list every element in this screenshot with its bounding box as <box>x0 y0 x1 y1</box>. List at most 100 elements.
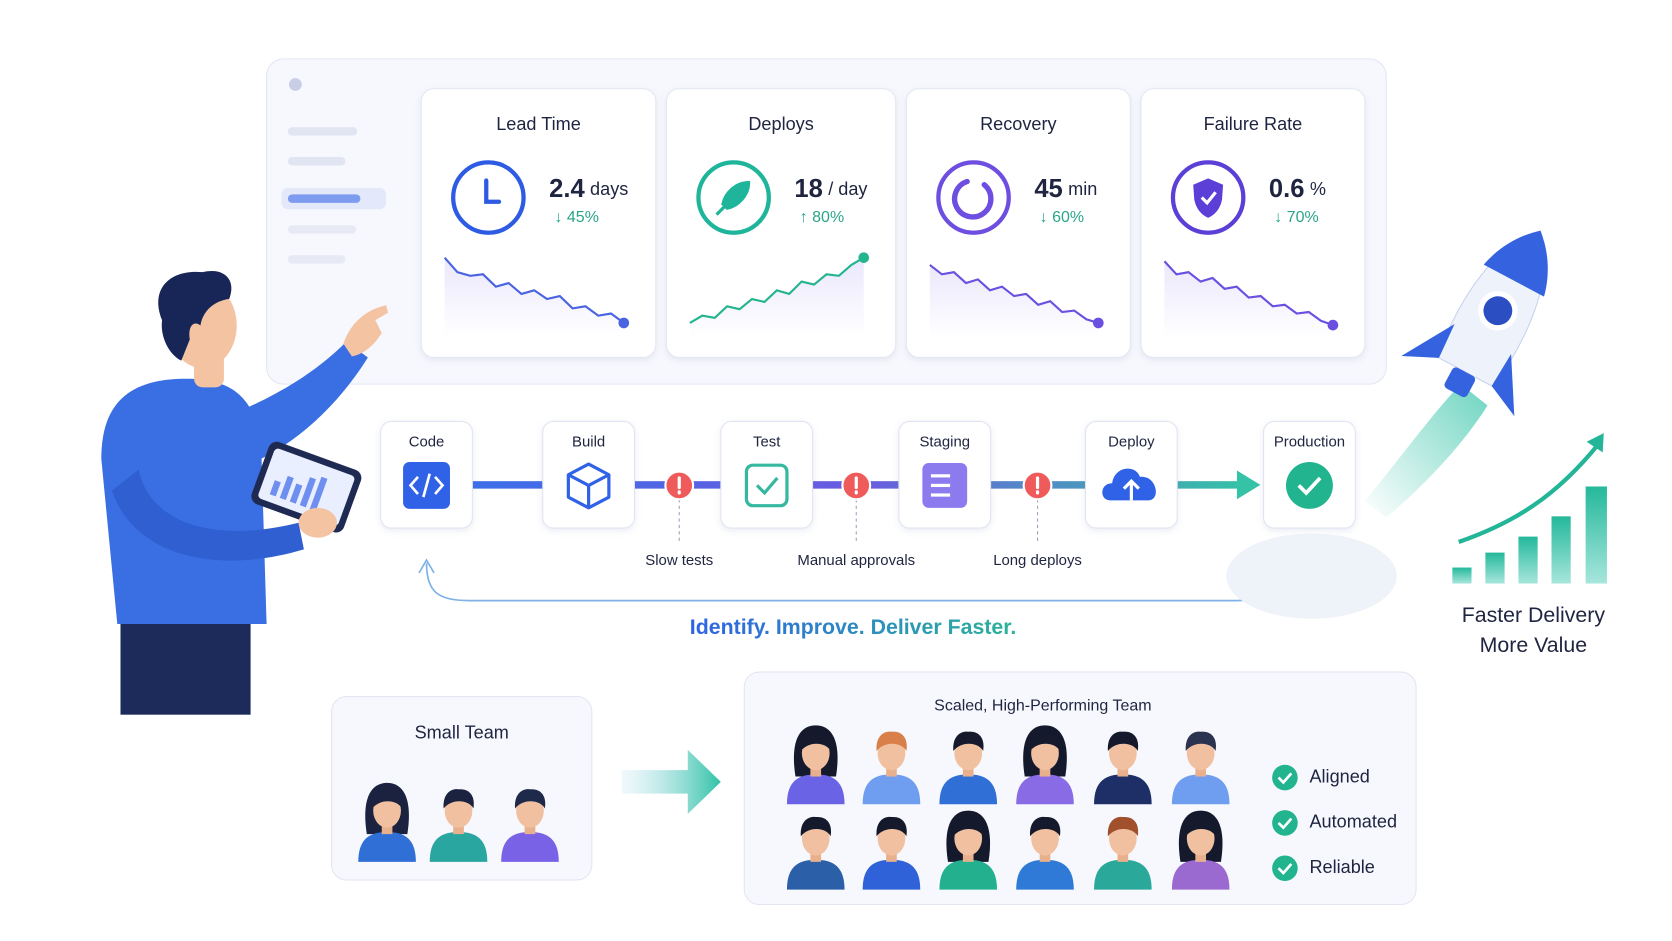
clock-hands <box>484 178 502 204</box>
avatar-hair <box>1185 731 1217 751</box>
sidebar <box>281 78 387 264</box>
metric-unit: % <box>1310 179 1326 199</box>
avatar-body <box>1094 859 1152 890</box>
trait-check-glyph <box>1277 817 1293 830</box>
trait-check <box>1272 764 1298 791</box>
growth-arrow <box>621 749 721 814</box>
cube-icon <box>566 462 611 510</box>
avatar-hair <box>514 789 546 809</box>
tagline: Identify. Improve. Deliver Faster. <box>690 615 1017 639</box>
trait-check-glyph <box>1277 863 1293 875</box>
avatar-hair <box>800 816 832 837</box>
stage-label: Production <box>1274 434 1345 451</box>
trait-label: Aligned <box>1309 766 1369 786</box>
sparkline <box>443 256 625 324</box>
metric-number: 18 <box>794 175 822 203</box>
avatar-body <box>1171 774 1230 805</box>
metric-unit: / day <box>828 179 868 199</box>
trait-check <box>1272 855 1298 882</box>
sparkline-end <box>858 252 870 263</box>
avatar-body <box>1094 774 1152 805</box>
avatar-body <box>786 774 845 805</box>
avatar-neck <box>524 821 536 835</box>
recovery-icon <box>952 178 994 220</box>
metric-title: Recovery <box>980 114 1057 134</box>
metric-number: 0.6 <box>1269 175 1305 203</box>
avatar-hair <box>876 816 907 837</box>
trait-check-glyph <box>1277 772 1293 785</box>
trait-label: Automated <box>1309 812 1397 832</box>
shield-icon <box>1193 178 1224 218</box>
avatar-body <box>429 831 488 862</box>
avatar-hair <box>800 731 832 751</box>
production-icon <box>1285 461 1333 509</box>
avatar-body <box>358 831 416 862</box>
shield-check <box>1200 191 1217 206</box>
pipeline-arrowhead <box>1236 470 1261 500</box>
test-check <box>755 476 779 496</box>
production-check <box>1297 476 1322 496</box>
sparkline-end <box>618 317 630 329</box>
staging-line <box>930 483 951 488</box>
scaled-team-title: Scaled, High-Performing Team <box>934 697 1151 714</box>
test-icon <box>744 463 789 508</box>
avatar-body <box>939 859 998 890</box>
avatar-hair <box>372 789 403 809</box>
sparkline-area <box>929 264 1099 338</box>
avatar-body <box>1171 859 1230 890</box>
sparkline <box>1163 260 1334 327</box>
person <box>101 270 389 715</box>
metric-title: Failure Rate <box>1204 114 1303 134</box>
metric-value: 2.4 days <box>549 175 628 203</box>
trait-label: Reliable <box>1309 857 1374 877</box>
sparkline-end <box>1092 317 1104 329</box>
outcome-text: Faster Delivery <box>1462 603 1606 627</box>
metric-unit: min <box>1068 179 1097 199</box>
small-team-title: Small Team <box>415 723 509 743</box>
bottleneck-label: Manual approvals <box>797 552 915 569</box>
avatar-hair <box>1029 731 1061 751</box>
avatar-body <box>862 859 921 890</box>
stage-label: Deploy <box>1108 434 1155 451</box>
metric-value: 45 min <box>1034 175 1097 203</box>
metric-title: Deploys <box>748 114 813 134</box>
metric-unit: days <box>590 179 628 199</box>
stage-label: Build <box>572 434 605 451</box>
cloud-arrow <box>1122 478 1140 501</box>
avatar-hair <box>1029 816 1061 837</box>
bottleneck-label: Slow tests <box>645 552 713 569</box>
avatar-hair <box>953 731 984 751</box>
sparkline <box>929 264 1099 324</box>
stage-label: Test <box>753 434 781 451</box>
metric-icon-ring <box>936 160 1011 235</box>
avatar-body <box>862 774 921 805</box>
metric-change: ↓ 70% <box>1274 209 1318 226</box>
avatar-body <box>1016 774 1074 805</box>
metric-number: 45 <box>1034 175 1062 203</box>
trait-check <box>1272 810 1298 836</box>
sparkline-area <box>444 257 624 338</box>
metric-title: Lead Time <box>496 114 581 134</box>
code-glyph <box>408 473 445 498</box>
metric-change: ↓ 60% <box>1040 209 1084 226</box>
scaled-team-box <box>743 671 1417 906</box>
avatar-body <box>786 859 845 890</box>
stage-box <box>542 420 635 529</box>
avatar-hair <box>1185 816 1217 837</box>
rocket <box>1226 230 1548 619</box>
outcome-text: More Value <box>1480 633 1587 657</box>
sparkline-end <box>1327 319 1339 331</box>
avatar-hair <box>953 816 984 837</box>
metric-change: ↓ 45% <box>554 209 598 226</box>
avatar-hair <box>443 789 474 809</box>
sparkline <box>689 256 865 324</box>
sparkline-area <box>689 257 864 338</box>
metric-value: 18 / day <box>794 175 868 203</box>
rocket-icon <box>715 180 751 216</box>
avatar-hair <box>1107 731 1139 751</box>
avatar-body <box>1016 859 1074 890</box>
bottleneck-label: Long deploys <box>993 552 1082 569</box>
metric-value: 0.6% <box>1269 175 1326 203</box>
stage-label: Code <box>409 434 445 451</box>
